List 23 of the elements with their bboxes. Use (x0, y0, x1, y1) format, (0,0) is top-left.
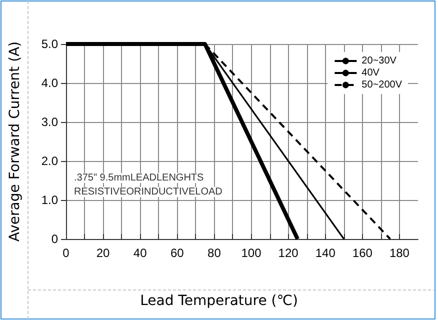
x-tick-label: 180 (389, 246, 410, 260)
annotation: RESISTIVEORINDUCTIVELOAD (74, 186, 222, 198)
y-tick-label: 1.0 (41, 193, 58, 207)
legend-label: 50~200V (362, 80, 402, 90)
x-tick-label: 140 (315, 246, 336, 260)
x-tick-label: 20 (96, 246, 110, 260)
x-tick-label: 40 (133, 246, 148, 260)
x-tick-label: 160 (352, 246, 373, 260)
x-tick-label: 60 (170, 246, 184, 260)
y-axis-title: Average Forward Current (A) (7, 41, 23, 242)
x-axis-title: Lead Temperature (℃) (140, 293, 298, 309)
annotation: .375" 9.5mmLEADLENGHTS (74, 172, 204, 184)
x-tick-label: 100 (241, 246, 262, 260)
y-tick-label: 4.0 (41, 76, 58, 90)
y-tick-label: 2.0 (41, 154, 58, 168)
legend-label: 20~30V (362, 56, 397, 66)
x-tick-label: 80 (208, 246, 222, 260)
x-tick-label: 120 (278, 246, 299, 260)
y-tick-label: 3.0 (41, 115, 58, 129)
y-tick-label: 0 (51, 232, 58, 246)
legend-label: 40V (362, 68, 380, 78)
x-tick-label: 0 (62, 246, 70, 260)
y-tick-label: 5.0 (41, 37, 58, 51)
